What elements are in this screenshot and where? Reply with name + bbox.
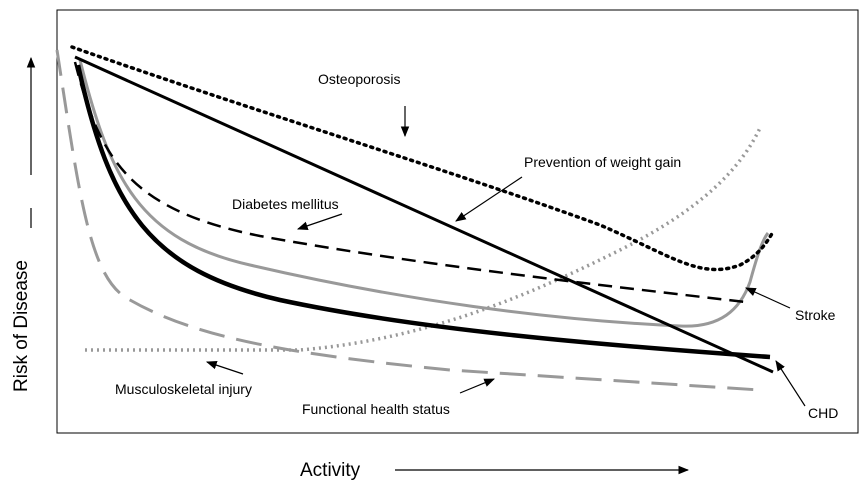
stroke-curve xyxy=(78,59,770,328)
label-arrow xyxy=(459,378,495,394)
curve-label: Musculoskeletal injury xyxy=(115,381,252,397)
curve-label: Osteoporosis xyxy=(318,71,400,87)
label-arrow xyxy=(455,176,523,222)
label-arrow xyxy=(296,213,343,230)
x-axis-label: Activity xyxy=(300,460,361,481)
y-axis-label: Risk of Disease xyxy=(11,260,32,392)
curve-label: Functional health status xyxy=(302,401,450,417)
chd-curve xyxy=(75,64,771,360)
label-arrow xyxy=(775,360,806,407)
curve-label: Stroke xyxy=(795,307,836,323)
functional-curve xyxy=(55,49,761,392)
plot-frame xyxy=(56,9,859,434)
label-arrow xyxy=(745,287,791,309)
curve-label: CHD xyxy=(808,405,838,421)
diabetes-curve xyxy=(73,61,746,304)
weight-gain-curve xyxy=(74,55,774,374)
curve-label: Diabetes mellitus xyxy=(232,196,339,212)
musculoskeletal-curve xyxy=(85,127,762,352)
curve-label: Prevention of weight gain xyxy=(524,154,681,170)
label-arrow xyxy=(205,360,244,375)
osteoporosis-curve xyxy=(70,45,775,272)
